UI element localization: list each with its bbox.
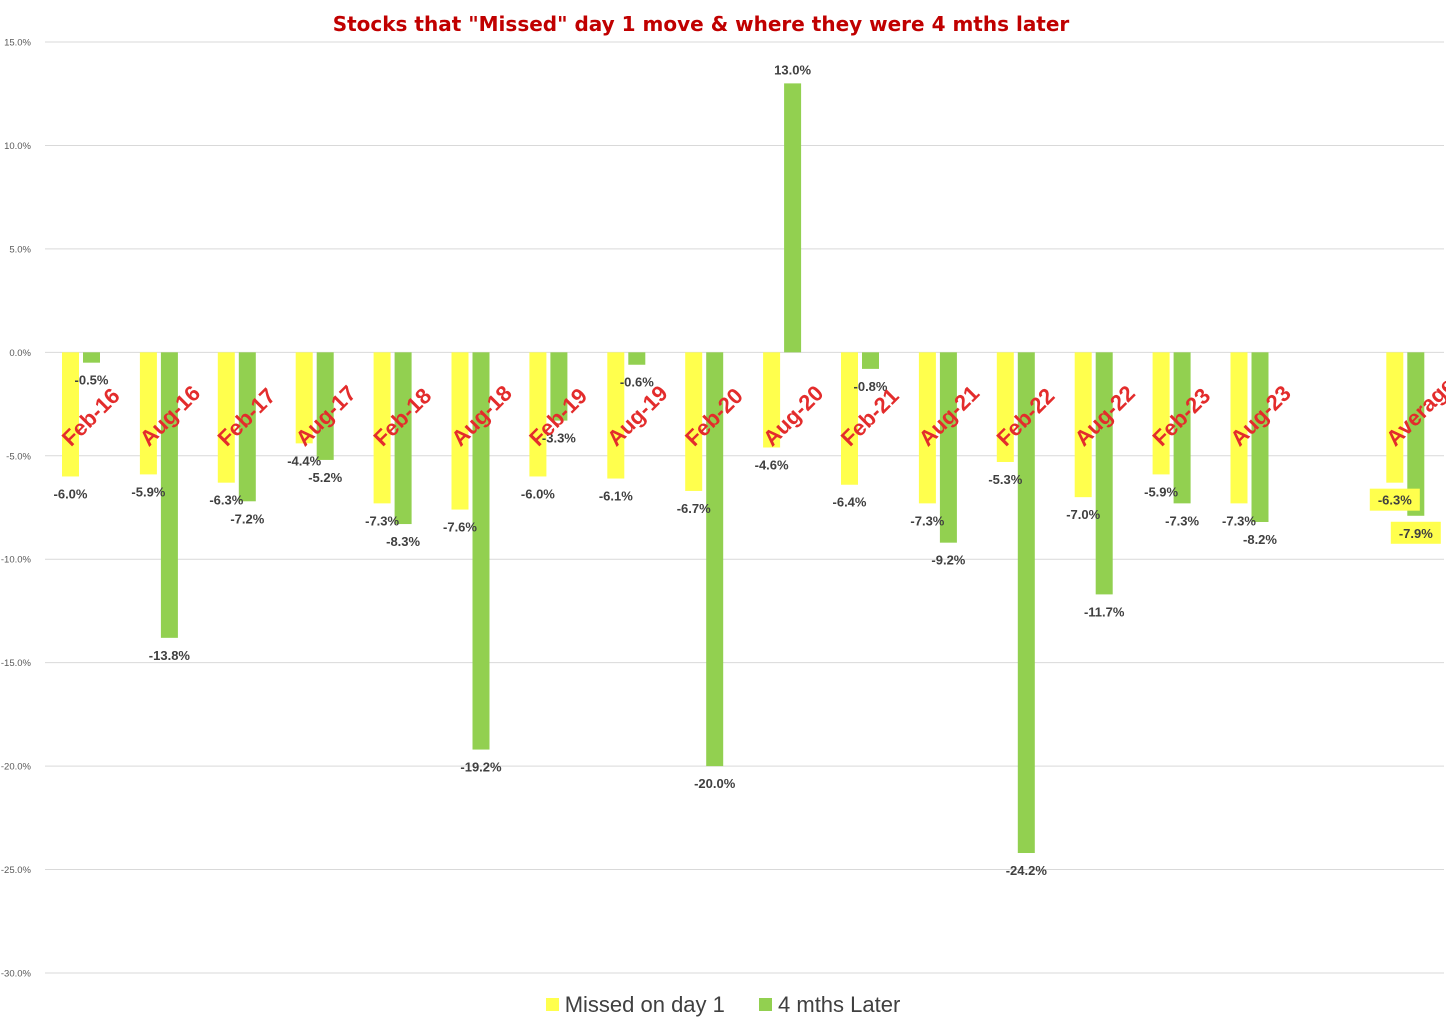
bar-later	[706, 352, 724, 767]
data-label: -6.4%	[833, 495, 867, 510]
data-label: -9.2%	[931, 553, 965, 568]
legend-swatch-missed	[545, 998, 559, 1011]
data-label: -5.3%	[988, 472, 1022, 487]
bar-missed	[1152, 352, 1170, 475]
data-label: -5.9%	[131, 484, 165, 499]
data-label: -5.2%	[308, 470, 342, 485]
bar-missed	[918, 352, 936, 504]
data-label-bg	[1390, 521, 1441, 544]
data-label: -4.6%	[755, 458, 789, 473]
chart-plot: 15.0% 10.0% 5.0% 0.0% -5.0% -10.0% -15.0% -20.0…	[1, 38, 1446, 980]
legend-label-later: 4 mths Later	[778, 992, 901, 1017]
bar-later	[939, 352, 957, 543]
bar-missed	[685, 352, 703, 491]
data-label: -7.0%	[1066, 507, 1100, 522]
bar-later	[550, 352, 568, 421]
y-tick-label: 10.0%	[4, 141, 31, 152]
y-tick-label: -25.0%	[1, 865, 32, 876]
bar-later	[862, 352, 879, 369]
bar-later	[1173, 352, 1191, 504]
data-label: -13.8%	[149, 648, 191, 663]
y-tick-label: -10.0%	[1, 555, 32, 566]
bar-missed	[1230, 352, 1248, 504]
bar-missed	[763, 352, 781, 448]
data-label: -4.4%	[287, 453, 321, 468]
data-label: -7.6%	[443, 520, 477, 535]
data-label: -5.9%	[1144, 484, 1178, 499]
bar-later	[628, 352, 646, 365]
data-label: -7.2%	[230, 511, 264, 526]
bar-missed	[607, 352, 625, 479]
y-tick-label: -20.0%	[1, 762, 32, 773]
y-tick-label: 0.0%	[9, 348, 31, 359]
bar-later	[1017, 352, 1035, 854]
data-label: -3.3%	[542, 431, 576, 446]
y-tick-label: -5.0%	[6, 451, 31, 462]
chart-title: Stocks that "Missed" day 1 move & where …	[332, 12, 1070, 36]
data-label: -7.9%	[1399, 526, 1433, 541]
data-label: -7.3%	[365, 513, 399, 528]
legend-swatch-later	[759, 998, 773, 1011]
data-label: -7.3%	[1222, 513, 1256, 528]
y-tick-label: -30.0%	[1, 969, 32, 980]
data-label-bg	[1369, 488, 1420, 511]
bar-later	[1251, 352, 1269, 522]
y-axis-ticks: 15.0% 10.0% 5.0% 0.0% -5.0% -10.0% -15.0% -20.0…	[1, 38, 32, 980]
bar-later	[1407, 352, 1425, 516]
bar-later	[238, 352, 256, 502]
data-label: -6.0%	[54, 486, 88, 501]
legend: Missed on day 1 4 mths Later	[0, 992, 1446, 1018]
bar-later	[784, 83, 802, 353]
data-label: -19.2%	[460, 760, 502, 775]
data-label: -6.1%	[599, 489, 633, 504]
legend-item-later: 4 mths Later	[759, 992, 900, 1018]
bar-later	[1095, 352, 1113, 595]
data-label: -6.7%	[677, 501, 711, 516]
bar-later	[394, 352, 412, 525]
data-label: -0.5%	[75, 373, 109, 388]
bar-missed	[996, 352, 1014, 462]
bar-later	[160, 352, 178, 638]
bar-missed	[373, 352, 391, 504]
y-tick-label: -15.0%	[1, 658, 32, 669]
data-labels: -6.0% -0.5% -5.9% -13.8% -6.3% -7.2% -4.4% -5.2…	[54, 62, 1441, 878]
data-label: -0.6%	[620, 375, 654, 390]
data-label: -7.3%	[910, 513, 944, 528]
y-tick-label: 15.0%	[4, 38, 31, 49]
data-label: -0.8%	[854, 379, 888, 394]
bars	[62, 83, 1425, 854]
data-label: -11.7%	[1084, 604, 1125, 619]
data-label: -20.0%	[694, 776, 736, 791]
bar-missed	[841, 352, 858, 485]
bar-missed	[139, 352, 157, 475]
bar-later	[472, 352, 490, 750]
bar-missed	[62, 352, 79, 477]
bar-missed	[451, 352, 469, 510]
data-label: -8.3%	[386, 534, 420, 549]
data-label: -6.0%	[521, 486, 555, 501]
bar-later	[316, 352, 334, 460]
bar-missed	[217, 352, 235, 483]
gridlines	[45, 41, 1444, 974]
bar-missed	[529, 352, 547, 477]
data-label: -24.2%	[1006, 863, 1048, 878]
bar-later	[83, 352, 100, 363]
data-label: -7.3%	[1165, 513, 1199, 528]
y-tick-label: 5.0%	[9, 244, 31, 255]
bar-missed	[1386, 352, 1404, 483]
bar-missed	[1074, 352, 1092, 498]
legend-item-missed: Missed on day 1	[545, 992, 725, 1018]
legend-label-missed: Missed on day 1	[564, 992, 725, 1017]
bar-missed	[295, 352, 313, 444]
data-label: -6.3%	[1378, 493, 1412, 508]
data-label: 13.0%	[774, 62, 811, 77]
data-label: -8.2%	[1243, 532, 1277, 547]
data-label: -6.3%	[209, 493, 243, 508]
